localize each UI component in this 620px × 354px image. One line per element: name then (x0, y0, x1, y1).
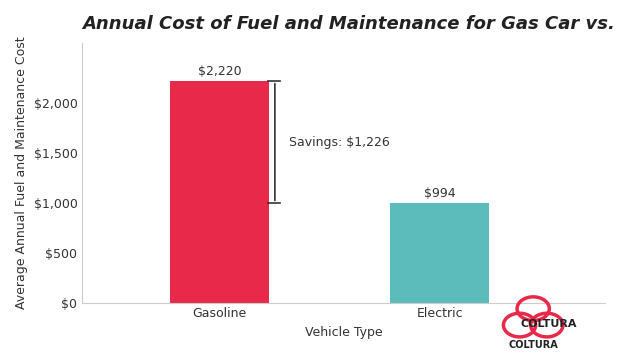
Text: $2,220: $2,220 (198, 65, 242, 78)
Text: COLTURA: COLTURA (520, 319, 577, 329)
Y-axis label: Average Annual Fuel and Maintenance Cost: Average Annual Fuel and Maintenance Cost (15, 36, 28, 309)
Text: Annual Cost of Fuel and Maintenance for Gas Car vs. EV: Average US Driver: Annual Cost of Fuel and Maintenance for … (82, 15, 620, 33)
Bar (170, 81, 269, 303)
Text: $994: $994 (424, 187, 456, 200)
Text: COLTURA: COLTURA (508, 340, 558, 350)
X-axis label: Vehicle Type: Vehicle Type (305, 326, 383, 339)
Text: Savings: $1,226: Savings: $1,226 (289, 136, 389, 149)
Bar (391, 203, 489, 303)
